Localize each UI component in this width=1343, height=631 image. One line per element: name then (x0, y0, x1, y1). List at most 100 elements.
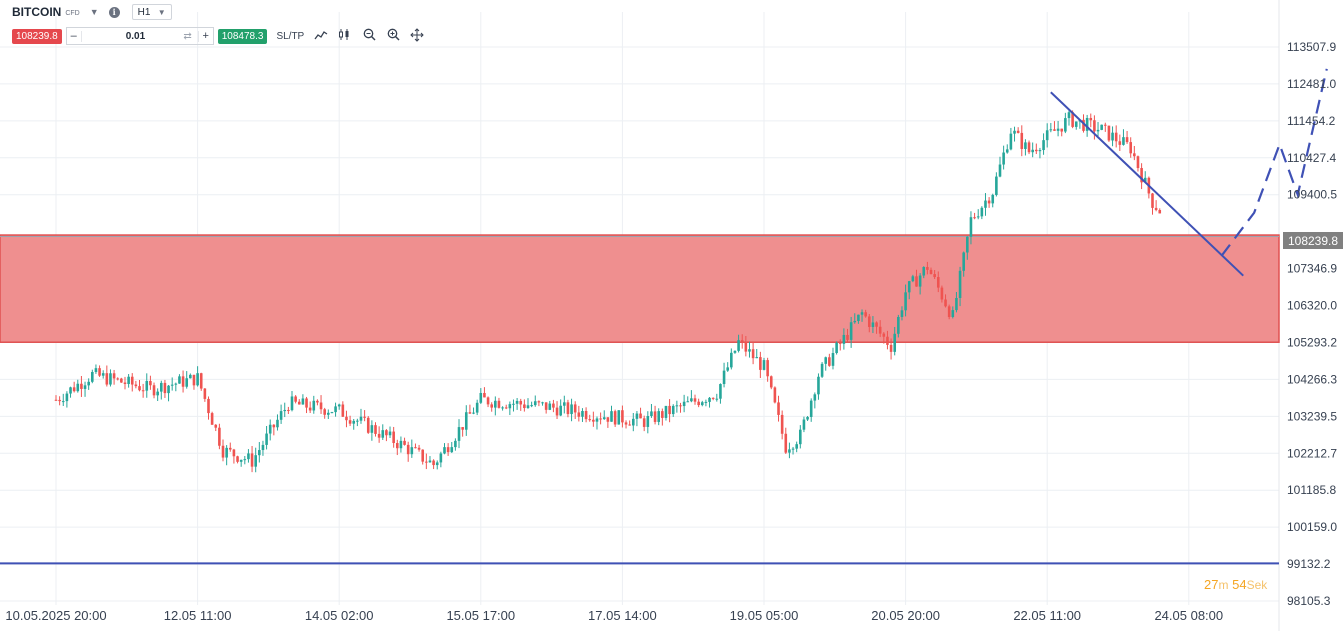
candle-body (178, 376, 181, 384)
crosshair-icon[interactable] (410, 27, 424, 45)
y-tick-label: 105293.2 (1287, 335, 1337, 349)
candle-body (730, 352, 733, 368)
x-tick-label: 20.05 20:00 (871, 608, 940, 623)
candle-body (958, 270, 962, 298)
y-tick-label: 102212.7 (1287, 446, 1337, 460)
zoom-in-icon[interactable] (386, 28, 400, 44)
increase-button[interactable]: + (202, 30, 209, 42)
candle-body (802, 419, 806, 430)
candle-body (904, 292, 907, 311)
candle-body (624, 422, 628, 425)
chart-type-icon[interactable] (314, 29, 328, 44)
candle-body (54, 399, 58, 401)
candle-body (388, 431, 392, 436)
candle-body (762, 360, 766, 370)
candle-body (141, 390, 145, 392)
candle-body (664, 405, 668, 418)
indicators-icon[interactable] (338, 28, 352, 44)
candle-body (58, 399, 61, 402)
quantity-stepper[interactable]: – 0.01 ⇄ + (65, 27, 214, 45)
candle-body (192, 374, 196, 386)
candle-body (973, 217, 976, 219)
candle-body (341, 404, 345, 417)
candle-body (686, 401, 690, 403)
candle-body (345, 416, 348, 421)
candle-body (243, 459, 247, 461)
candle-body (450, 447, 454, 453)
candle-body (697, 401, 700, 406)
chevron-down-icon[interactable]: ▼ (89, 7, 99, 17)
y-tick-label: 98105.3 (1287, 594, 1331, 608)
candle-body (395, 443, 399, 449)
candle-body (352, 420, 356, 424)
swap-icon[interactable]: ⇄ (183, 30, 192, 42)
candle-body (846, 334, 849, 340)
candle-body (693, 398, 697, 402)
candle-body (435, 462, 439, 466)
candle-body (276, 419, 279, 428)
chevron-down-icon: ▼ (157, 7, 166, 17)
candle-body (279, 411, 283, 420)
sltp-button[interactable]: SL/TP (276, 30, 305, 42)
candle-body (504, 407, 508, 409)
info-icon[interactable]: i (108, 6, 120, 18)
candle-body (1103, 124, 1107, 126)
candle-body (145, 381, 149, 391)
candle-body (1002, 152, 1005, 165)
candle-body (475, 402, 479, 413)
candle-body (1067, 112, 1071, 119)
candle-body (1154, 207, 1158, 211)
candle-body (751, 349, 755, 359)
y-tick-label: 99132.2 (1287, 557, 1331, 571)
candle-body (181, 376, 185, 387)
candle-body (501, 407, 504, 409)
x-tick-label: 22.05 11:00 (1013, 608, 1081, 623)
y-tick-label: 113507.9 (1287, 40, 1336, 54)
candle-body (247, 453, 250, 460)
candle-body (799, 429, 802, 445)
candle-body (508, 404, 512, 409)
symbol-name[interactable]: BITCOIN (12, 5, 62, 19)
candle-body (726, 367, 729, 371)
candle-body (334, 406, 337, 413)
candle-body (711, 397, 715, 399)
candle-body (962, 252, 965, 271)
candle-body (1053, 129, 1056, 131)
candle-body (330, 412, 334, 414)
candle-body (1143, 177, 1147, 183)
candle-body (167, 385, 170, 394)
candle-body (272, 424, 276, 428)
trendline[interactable] (1050, 91, 1244, 277)
candle-body (359, 416, 363, 421)
candle-body (185, 378, 189, 387)
candle-body (512, 403, 515, 405)
candle-body (548, 403, 552, 410)
candle-body (199, 373, 203, 389)
trade-bar: 108239.8 – 0.01 ⇄ + 108478.3 SL/TP (12, 27, 424, 45)
candle-body (719, 384, 722, 399)
candle-body (940, 287, 944, 300)
sell-button[interactable]: 108239.8 (12, 28, 62, 44)
candle-body (421, 449, 425, 462)
projection-path[interactable] (1220, 68, 1328, 257)
timeframe-select[interactable]: H1 ▼ (131, 4, 172, 20)
candle-body (555, 407, 559, 416)
candle-body (613, 411, 617, 425)
candle-body (835, 342, 838, 354)
zoom-out-icon[interactable] (362, 28, 376, 44)
candle-body (984, 200, 987, 208)
decrease-button[interactable]: – (70, 30, 77, 42)
candle-body (595, 418, 599, 422)
candle-body (163, 382, 167, 394)
candle-body (1056, 128, 1060, 131)
buy-button[interactable]: 108478.3 (217, 28, 268, 44)
candle-body (588, 419, 592, 421)
quantity-value[interactable]: 0.01 (125, 30, 146, 42)
candle-body (838, 342, 842, 344)
candle-body (290, 396, 294, 411)
candle-body (559, 405, 562, 416)
candle-body (425, 461, 428, 463)
candle-body (457, 427, 461, 441)
candle-body (682, 401, 686, 407)
